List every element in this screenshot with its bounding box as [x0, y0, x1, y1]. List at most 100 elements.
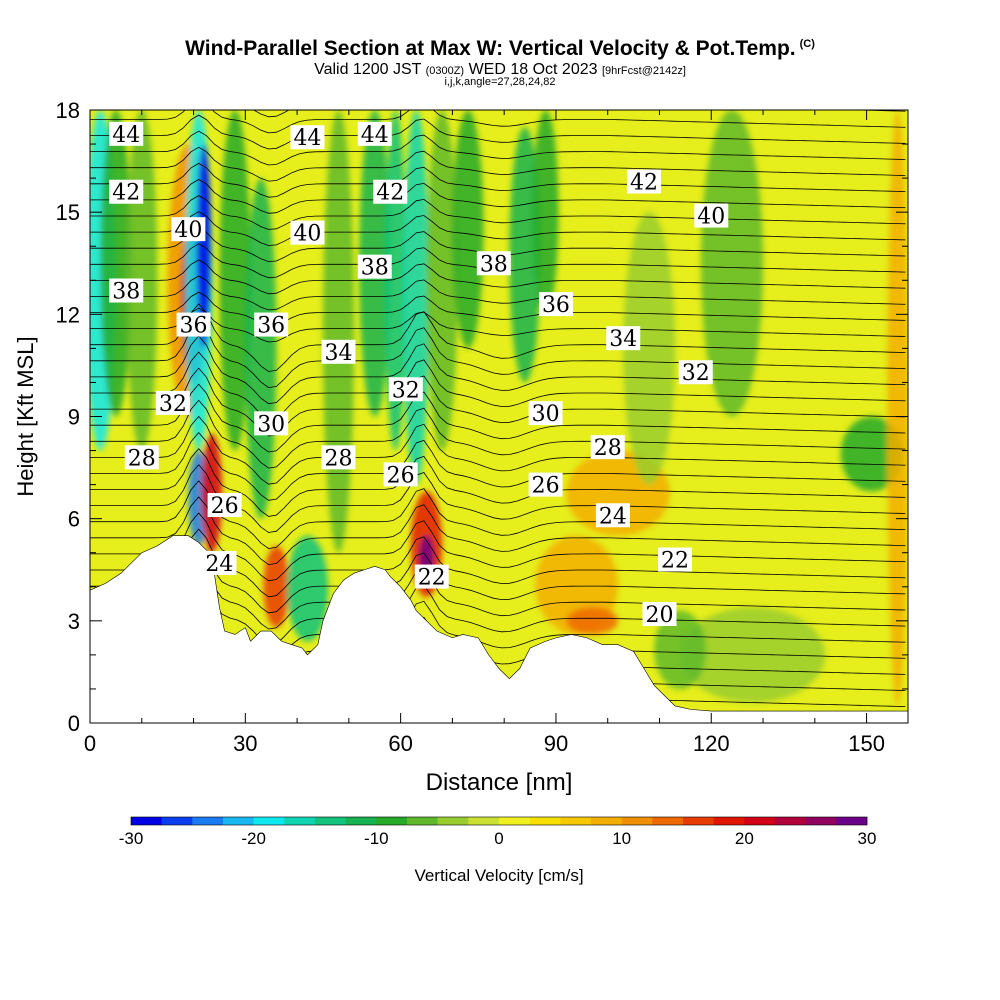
velocity-cell — [286, 535, 329, 642]
contour-label: 30 — [528, 401, 563, 427]
contour-label: 20 — [642, 602, 677, 628]
contour-label-box — [202, 550, 237, 575]
x-tick-label: 90 — [544, 731, 568, 756]
colorbar-tick-label: 10 — [612, 829, 631, 848]
contour-label-text: 30 — [532, 402, 560, 427]
contour-label-box — [388, 377, 423, 402]
contour-label-text: 38 — [112, 279, 140, 304]
contour-label: 28 — [124, 445, 159, 471]
contour-label-box — [476, 251, 511, 276]
theta-isoline — [90, 291, 906, 327]
colorbar-swatch — [192, 817, 224, 825]
contour-label: 38 — [109, 278, 144, 304]
colorbar: -30 -20 -10 0 10 20 30 Vertical Velocity [cm/s] — [119, 816, 876, 885]
contour-label-box — [678, 360, 713, 385]
theta-isoline — [90, 383, 906, 453]
colorbar-swatch — [161, 817, 193, 825]
contour-label-box — [538, 292, 573, 317]
contour-label-text: 36 — [542, 293, 570, 318]
colorbar-swatch — [468, 817, 500, 825]
contour-label-box — [109, 121, 144, 146]
contour-label-box — [658, 547, 693, 572]
contour-label-text: 42 — [376, 181, 404, 206]
contour-label-text: 40 — [697, 205, 725, 230]
colorbar-swatch — [652, 817, 684, 825]
contour-label-box — [109, 179, 144, 204]
velocity-cell — [426, 110, 458, 451]
colorbar-swatch — [836, 817, 868, 825]
velocity-cell — [566, 607, 619, 635]
contour-label: 42 — [373, 179, 408, 206]
contour-label: 40 — [290, 220, 325, 247]
theta-isoline — [90, 415, 906, 485]
contour-label: 26 — [383, 462, 418, 488]
chart-title: Wind-Parallel Section at Max W: Vertical… — [0, 37, 1000, 61]
contour-label: 42 — [626, 169, 661, 196]
theta-isoline — [90, 211, 906, 246]
contour-label-text: 40 — [293, 222, 321, 247]
contour-label-text: 42 — [630, 171, 658, 196]
velocity-cell — [322, 110, 355, 553]
contour-label-box — [290, 125, 325, 150]
contour-label-box — [321, 445, 356, 470]
contour-label-box — [606, 326, 641, 351]
contour-label: 44 — [357, 121, 392, 148]
plot-area: 44 44 44 42 42 42 40 40 40 38 38 38 36 36 36 34 34 32 32 32… — [89, 110, 909, 724]
y-tick-label: 3 — [68, 609, 80, 634]
contour-label-box — [528, 401, 563, 426]
colorbar-swatch — [499, 817, 530, 825]
valid-zulu: (0300Z) — [425, 65, 465, 77]
contour-label-text: 38 — [361, 256, 389, 281]
contour-label: 36 — [176, 312, 211, 339]
colorbar-swatch — [376, 817, 408, 825]
contour-label: 44 — [109, 121, 144, 148]
contour-label: 22 — [414, 564, 449, 591]
contour-label: 38 — [357, 254, 392, 281]
x-tick-label: 150 — [848, 731, 885, 756]
colorbar-swatch — [253, 817, 285, 825]
colorbar-swatch — [223, 817, 254, 825]
contour-label-box — [373, 179, 408, 204]
x-tick-label: 60 — [388, 731, 412, 756]
contour-label: 42 — [109, 179, 144, 206]
contour-label-text: 22 — [418, 566, 446, 591]
contour-label-text: 22 — [661, 549, 689, 574]
y-tick-label: 9 — [68, 405, 80, 430]
contour-label-text: 34 — [325, 341, 353, 366]
contour-label: 44 — [290, 125, 325, 151]
theta-isoline — [90, 560, 906, 630]
theta-isoline — [90, 195, 906, 230]
contour-label-box — [626, 169, 661, 194]
contour-label-box — [171, 217, 206, 242]
chart-indices: i,j,k,angle=27,28,24,82 — [444, 76, 556, 88]
theta-isoline — [90, 480, 906, 550]
theta-isoline — [90, 114, 906, 150]
contour-label: 40 — [171, 217, 206, 243]
y-tick-label: 15 — [56, 200, 80, 225]
y-tick-label: 6 — [68, 507, 80, 532]
theta-isoline — [90, 335, 906, 405]
contour-label-box — [528, 472, 563, 497]
theta-isoline — [90, 146, 906, 182]
theta-isoline — [90, 576, 906, 646]
colorbar-tick-label: -10 — [364, 829, 389, 848]
contour-label: 24 — [202, 550, 237, 577]
contour-label: 32 — [678, 360, 713, 386]
contour-label-box — [109, 278, 144, 303]
colorbar-swatch — [315, 817, 346, 825]
contour-label-text: 28 — [128, 446, 156, 471]
copyright-mark: (C) — [799, 38, 815, 50]
contour-label: 34 — [606, 326, 641, 352]
y-tick-label: 18 — [56, 98, 80, 123]
contour-label: 28 — [321, 445, 356, 471]
contour-label: 30 — [254, 411, 289, 437]
contour-label-text: 44 — [361, 123, 389, 148]
theta-isoline — [90, 351, 906, 421]
contour-label-text: 26 — [211, 494, 239, 519]
valid-date: WED 18 Oct 2023 — [468, 61, 598, 78]
contour-label: 36 — [254, 312, 289, 339]
contour-label-box — [254, 411, 289, 436]
velocity-cell — [654, 610, 707, 689]
contour-label: 38 — [476, 251, 511, 277]
